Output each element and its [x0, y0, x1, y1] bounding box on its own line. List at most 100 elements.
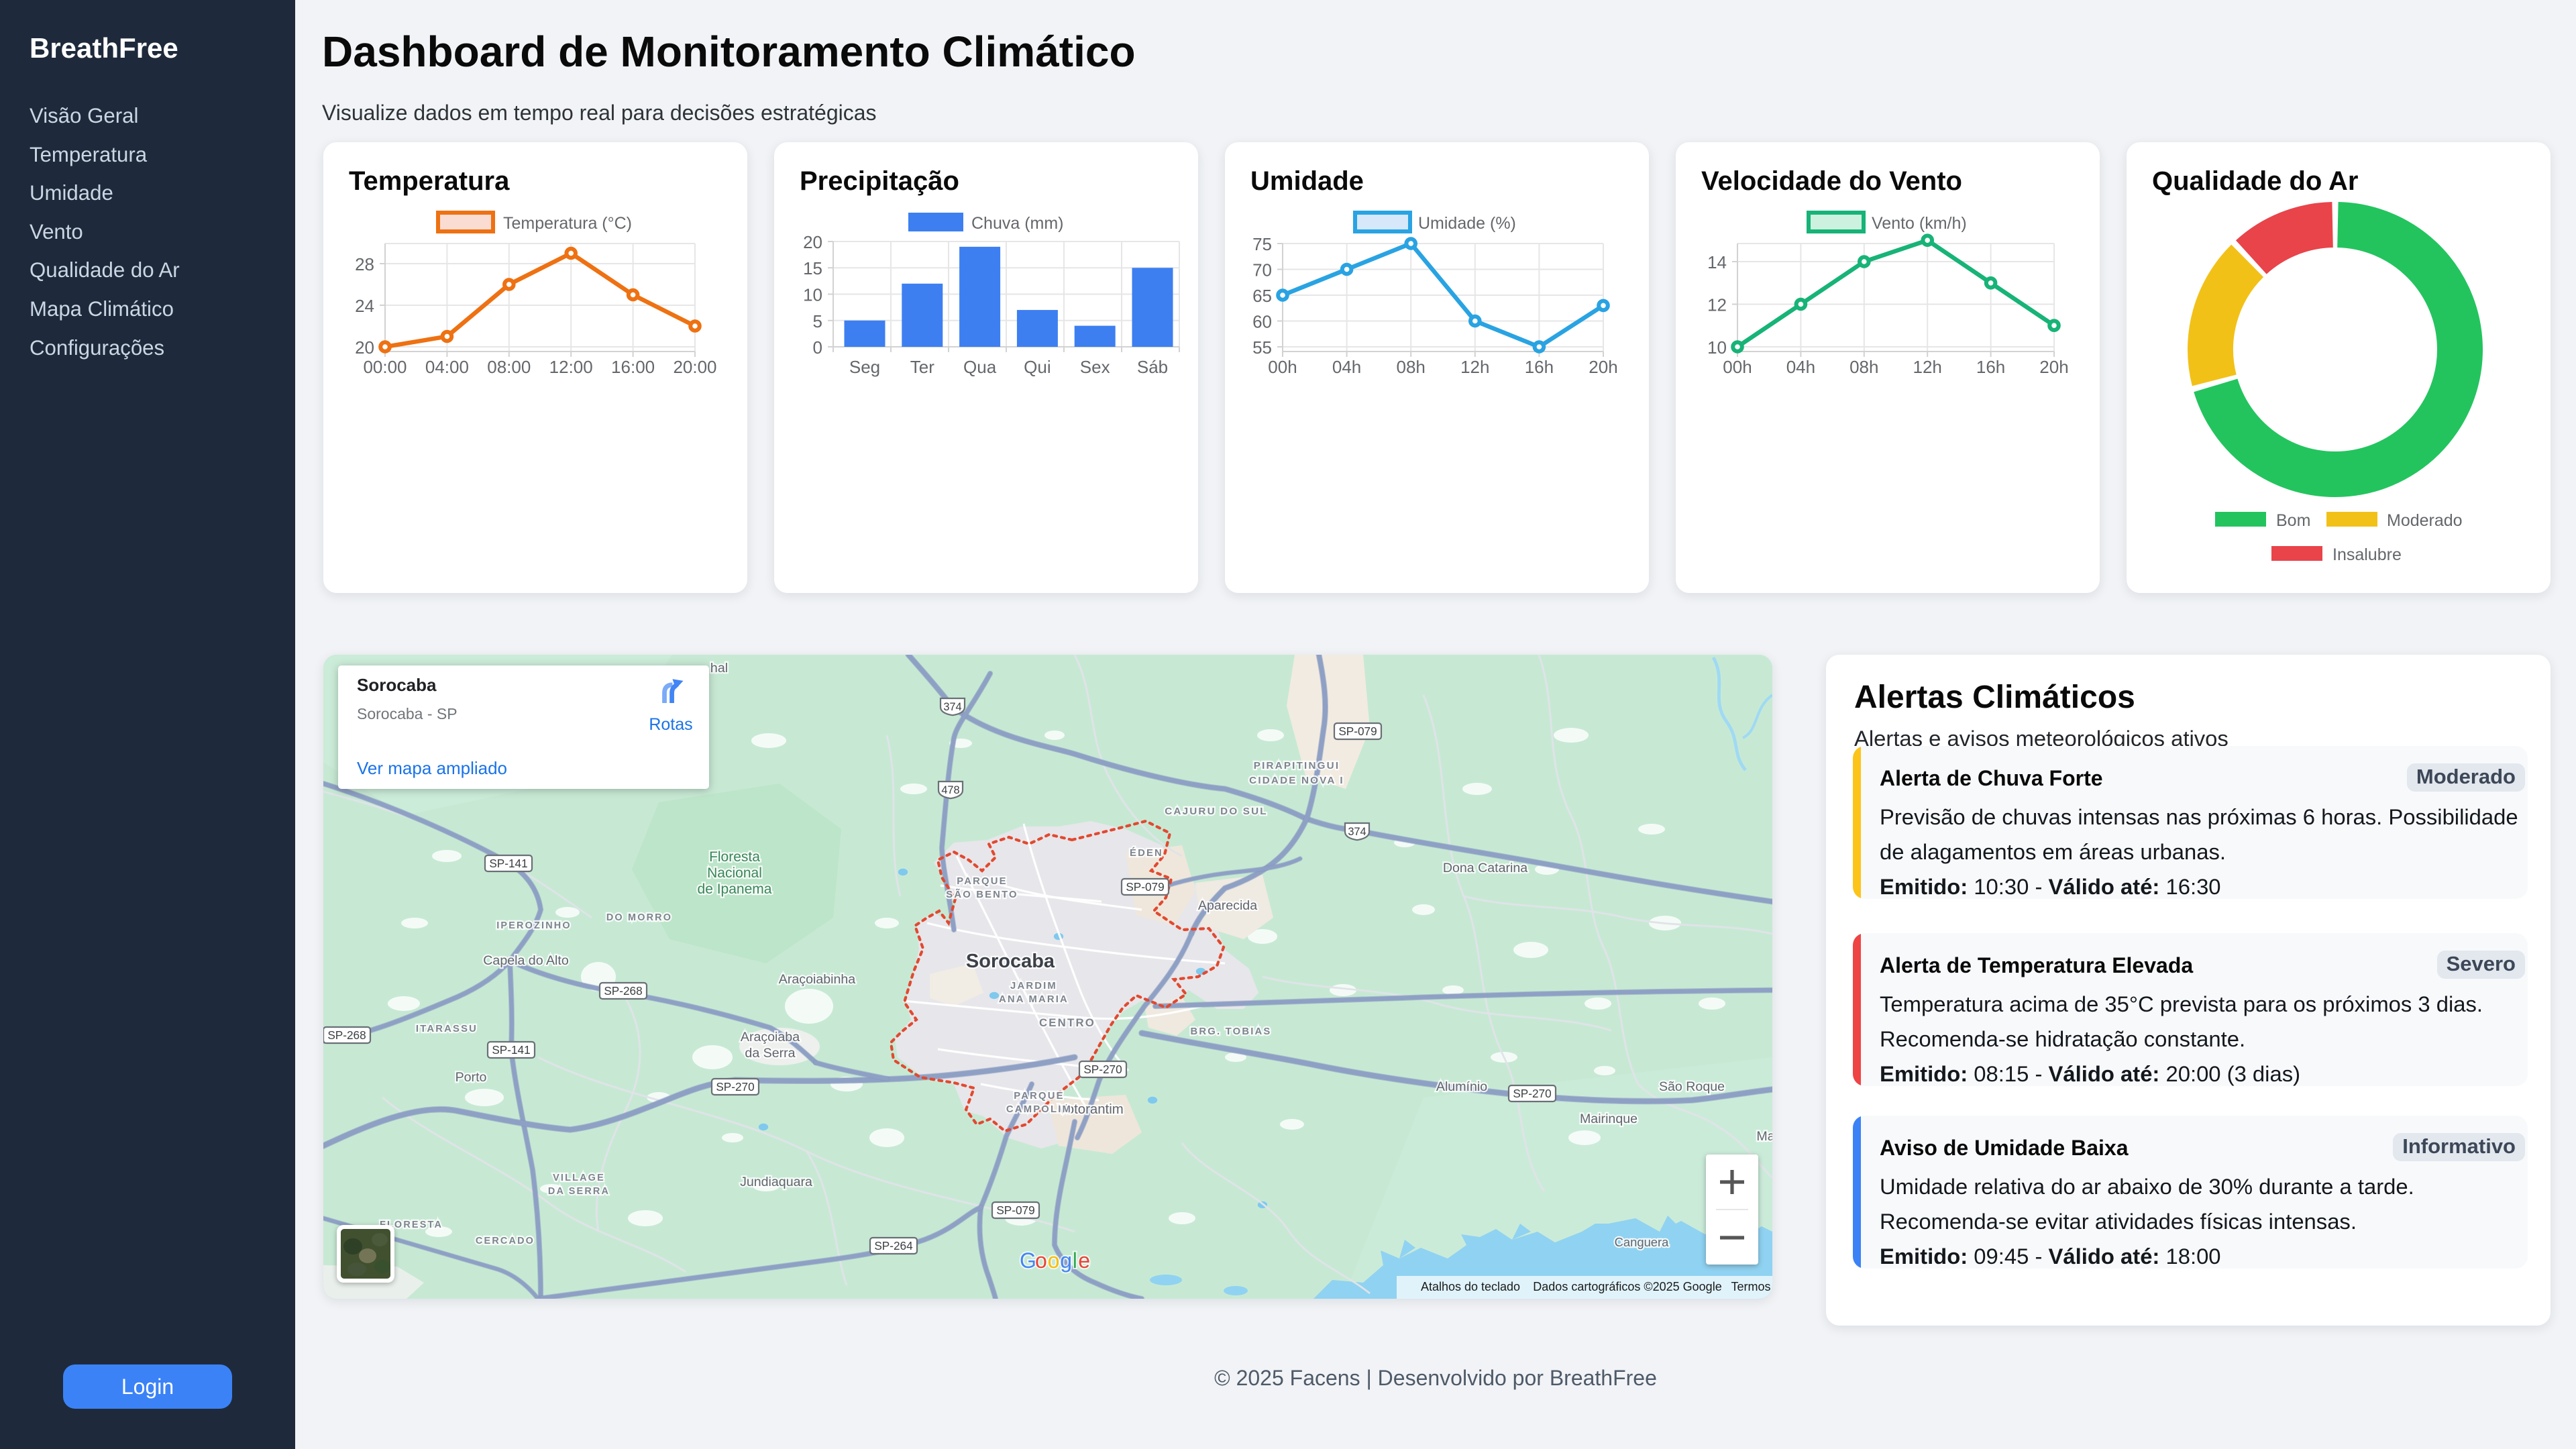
svg-text:da Serra: da Serra	[745, 1046, 795, 1061]
svg-text:IPEROZINHO: IPEROZINHO	[496, 920, 572, 931]
svg-text:Aparecida: Aparecida	[1198, 898, 1257, 913]
svg-text:PARQUE: PARQUE	[1014, 1091, 1064, 1102]
svg-text:Porto: Porto	[455, 1070, 487, 1085]
svg-text:SP-264: SP-264	[874, 1239, 913, 1252]
svg-text:Floresta: Floresta	[709, 849, 760, 865]
svg-text:00:00: 00:00	[363, 357, 407, 377]
svg-text:374: 374	[943, 701, 961, 713]
svg-text:São Roque: São Roque	[1659, 1079, 1725, 1094]
svg-text:5: 5	[813, 311, 822, 331]
svg-text:Seg: Seg	[849, 357, 880, 377]
svg-text:l: l	[1073, 1248, 1077, 1273]
svg-text:G: G	[1020, 1248, 1036, 1273]
svg-text:São Roque: São Roque	[1659, 1079, 1725, 1094]
svg-text:Qua: Qua	[963, 357, 997, 377]
svg-text:CERCADO: CERCADO	[476, 1236, 535, 1246]
svg-text:00h: 00h	[1723, 357, 1752, 377]
svg-text:20: 20	[803, 232, 822, 252]
svg-text:o: o	[1035, 1248, 1047, 1273]
svg-text:SP-141: SP-141	[492, 1043, 530, 1057]
svg-text:SP-079: SP-079	[1126, 880, 1164, 894]
svg-text:SP-268: SP-268	[327, 1028, 366, 1042]
svg-text:Chuva (mm): Chuva (mm)	[971, 214, 1064, 233]
svg-text:de Ipanema: de Ipanema	[698, 881, 772, 897]
svg-text:DA SERRA: DA SERRA	[548, 1186, 610, 1197]
svg-text:PIRAPITINGUI: PIRAPITINGUI	[1254, 760, 1340, 771]
svg-text:FLORESTA: FLORESTA	[380, 1220, 443, 1230]
svg-text:Araçoiaba: Araçoiaba	[741, 1030, 800, 1044]
svg-text:DO MORRO: DO MORRO	[606, 912, 672, 923]
svg-text:55: 55	[1252, 337, 1272, 358]
svg-text:60: 60	[1252, 312, 1272, 332]
svg-text:12h: 12h	[1913, 357, 1942, 377]
svg-text:CAMPOLIM: CAMPOLIM	[1006, 1104, 1072, 1115]
svg-text:Votorantim: Votorantim	[1058, 1102, 1123, 1117]
svg-text:20:00: 20:00	[673, 357, 716, 377]
svg-text:14: 14	[1707, 252, 1727, 272]
svg-text:Dona Catarina: Dona Catarina	[1443, 861, 1527, 875]
svg-text:0: 0	[813, 337, 822, 358]
svg-text:12: 12	[1707, 295, 1727, 315]
svg-text:Porto: Porto	[455, 1070, 487, 1085]
svg-text:Nacional: Nacional	[707, 865, 762, 881]
svg-text:10: 10	[1707, 337, 1727, 358]
svg-text:BRG. TOBIAS: BRG. TOBIAS	[1191, 1026, 1272, 1037]
svg-text:SP-270: SP-270	[1083, 1063, 1122, 1076]
svg-text:hal: hal	[710, 661, 728, 676]
svg-text:e: e	[1078, 1248, 1090, 1273]
svg-text:12:00: 12:00	[549, 357, 593, 377]
svg-text:da Serra: da Serra	[745, 1046, 795, 1061]
svg-text:Qui: Qui	[1024, 357, 1051, 377]
svg-text:BRG. TOBIAS: BRG. TOBIAS	[1191, 1026, 1272, 1037]
svg-text:SP-268: SP-268	[604, 984, 642, 998]
svg-text:04:00: 04:00	[425, 357, 469, 377]
svg-text:hal: hal	[710, 661, 728, 676]
svg-text:20h: 20h	[1589, 357, 1617, 377]
svg-text:Alumínio: Alumínio	[1436, 1079, 1487, 1094]
svg-text:PARQUE: PARQUE	[957, 876, 1007, 887]
svg-text:04h: 04h	[1786, 357, 1815, 377]
svg-text:CAJURU DO SUL: CAJURU DO SUL	[1165, 806, 1267, 817]
svg-text:o: o	[1035, 1248, 1047, 1273]
svg-text:16h: 16h	[1976, 357, 2005, 377]
svg-text:Nacional: Nacional	[707, 865, 762, 881]
svg-text:ÉDEN: ÉDEN	[1130, 847, 1163, 859]
svg-text:SP-141: SP-141	[489, 857, 527, 870]
svg-text:PARQUE: PARQUE	[1014, 1091, 1064, 1102]
svg-text:Ter: Ter	[910, 357, 934, 377]
svg-text:20: 20	[355, 337, 374, 358]
svg-text:Alumínio: Alumínio	[1436, 1079, 1487, 1094]
svg-text:SP-270: SP-270	[1513, 1087, 1551, 1100]
svg-text:SÃO BENTO: SÃO BENTO	[946, 888, 1018, 900]
svg-text:Ma: Ma	[1756, 1129, 1772, 1144]
svg-text:Bom: Bom	[2276, 511, 2310, 530]
svg-text:Aparecida: Aparecida	[1198, 898, 1257, 913]
svg-text:70: 70	[1252, 260, 1272, 280]
svg-text:Floresta: Floresta	[709, 849, 760, 865]
svg-text:g: g	[1060, 1248, 1072, 1273]
svg-text:CENTRO: CENTRO	[1039, 1016, 1095, 1029]
svg-text:de Ipanema: de Ipanema	[698, 881, 772, 897]
svg-text:ANA MARIA: ANA MARIA	[999, 994, 1069, 1005]
svg-text:Sorocaba - SP: Sorocaba - SP	[357, 705, 458, 722]
svg-text:DO MORRO: DO MORRO	[606, 912, 672, 923]
svg-text:08h: 08h	[1397, 357, 1426, 377]
svg-text:04h: 04h	[1332, 357, 1361, 377]
svg-text:l: l	[1073, 1248, 1077, 1273]
svg-text:Sorocaba: Sorocaba	[357, 675, 437, 695]
svg-text:Sorocaba: Sorocaba	[966, 951, 1055, 972]
svg-text:VILLAGE: VILLAGE	[553, 1173, 605, 1183]
svg-text:JARDIM: JARDIM	[1010, 981, 1057, 991]
svg-text:e: e	[1078, 1248, 1090, 1273]
svg-text:Canguera: Canguera	[1615, 1235, 1670, 1249]
svg-text:Ver mapa ampliado: Ver mapa ampliado	[357, 758, 507, 778]
svg-text:08:00: 08:00	[487, 357, 531, 377]
svg-text:16:00: 16:00	[611, 357, 655, 377]
svg-text:G: G	[1020, 1248, 1036, 1273]
svg-text:Rotas: Rotas	[649, 715, 692, 734]
svg-text:Canguera: Canguera	[1615, 1235, 1670, 1249]
svg-text:CENTRO: CENTRO	[1039, 1016, 1095, 1029]
svg-text:Mairinque: Mairinque	[1580, 1112, 1638, 1126]
svg-text:Ma: Ma	[1756, 1129, 1772, 1144]
svg-text:ÉDEN: ÉDEN	[1130, 847, 1163, 859]
